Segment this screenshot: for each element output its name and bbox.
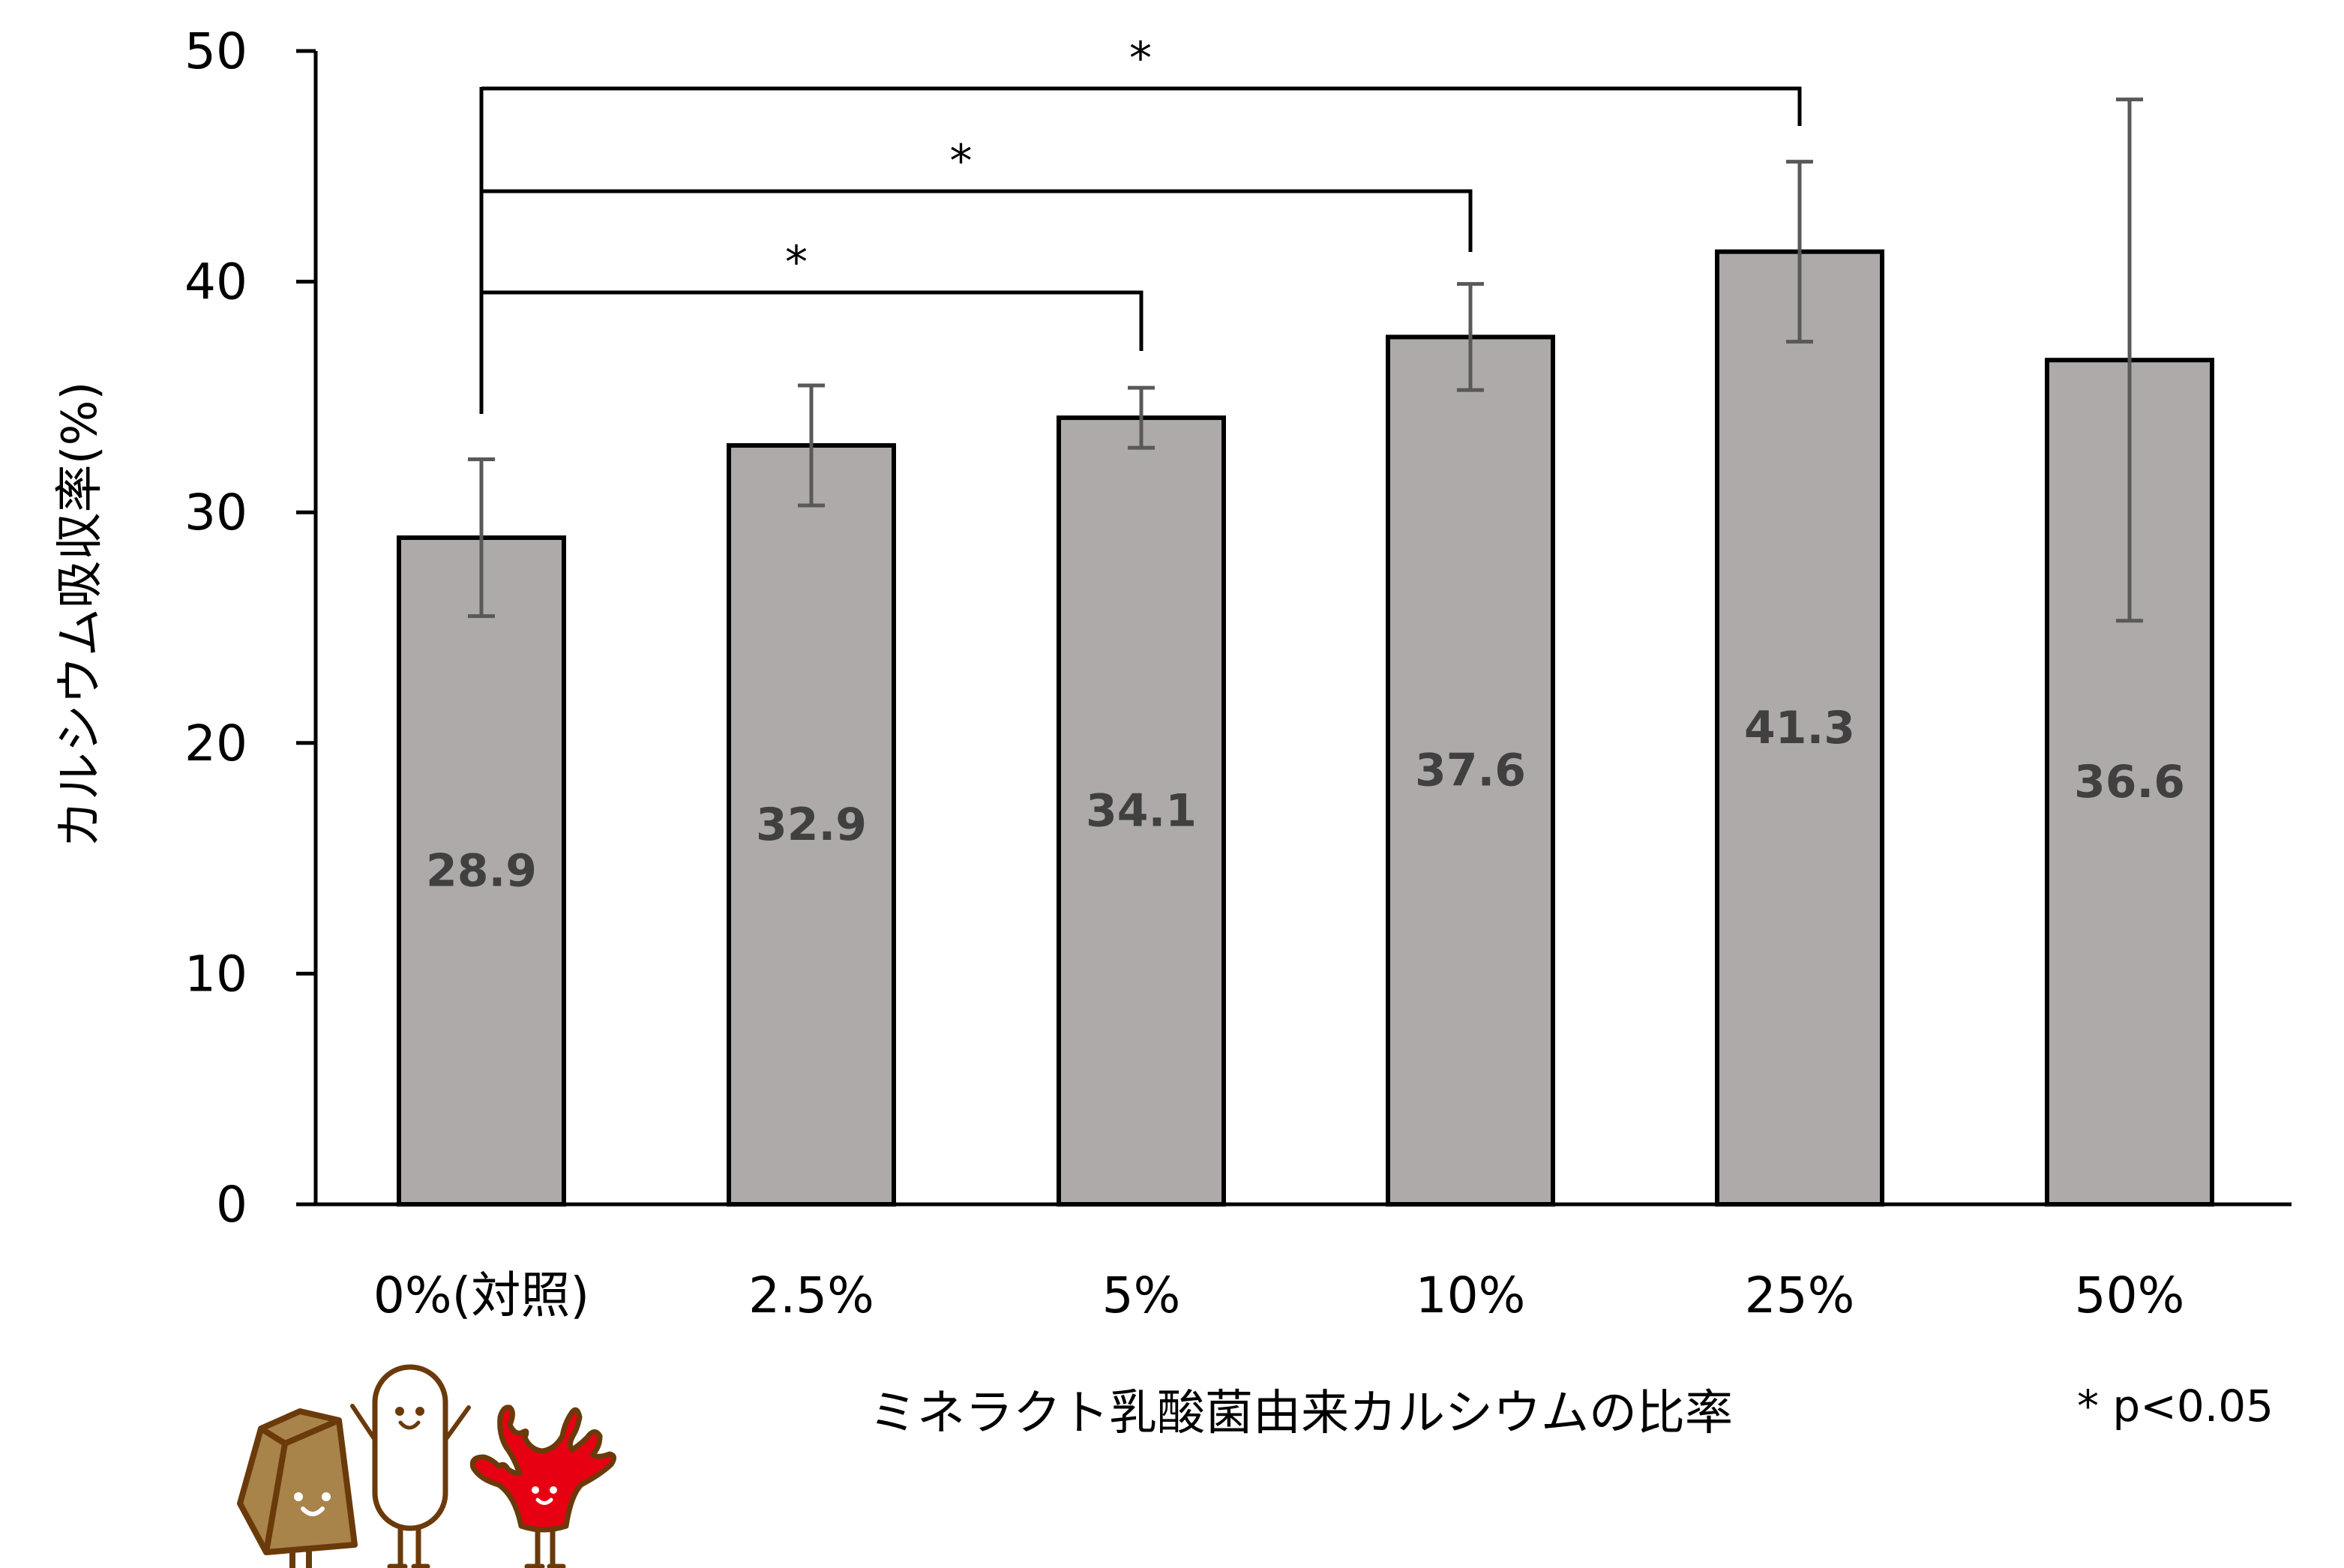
x-tick-label: 50% [2075, 1267, 2185, 1324]
significance-note: * p<0.05 [2077, 1381, 2274, 1432]
bar-value-label: 41.3 [1744, 702, 1855, 754]
y-tick-label: 0 [216, 1176, 247, 1234]
error-bars [468, 97, 2143, 623]
bar-value-labels: 28.9 32.9 34.1 37.6 41.3 36.6 [426, 702, 2185, 898]
significance-bracket [481, 290, 1144, 351]
significance-star: * [950, 135, 973, 187]
y-tick-label: 30 [184, 484, 247, 541]
bar-value-label: 32.9 [756, 799, 867, 851]
x-tick-label: 5% [1102, 1267, 1181, 1324]
bar-value-label: 28.9 [426, 845, 537, 898]
bar [1715, 249, 1884, 1207]
bars [397, 249, 2214, 1207]
bar [1057, 415, 1226, 1207]
significance-star: * [1129, 32, 1152, 85]
coral-mascot-icon [469, 1405, 616, 1568]
x-axis-tick-labels: 0%(対照) 2.5% 5% 10% 25% 50% [373, 1267, 2184, 1324]
significance-bracket [481, 86, 1802, 126]
calcium-stone-mascot-icon [237, 1408, 358, 1568]
bar-value-label: 34.1 [1086, 785, 1197, 838]
y-axis-ticks: 0 10 20 30 40 50 [184, 22, 316, 1234]
bar-value-label: 37.6 [1415, 745, 1526, 797]
lactic-bacteria-mascot-icon [350, 1364, 471, 1568]
y-axis-title: カルシウム吸収率(%) [52, 382, 108, 849]
bar-value-label: 36.6 [2074, 756, 2185, 808]
y-tick-label: 50 [184, 22, 247, 80]
x-tick-label: 10% [1416, 1267, 1526, 1324]
y-tick-label: 10 [184, 945, 247, 1003]
y-tick-label: 40 [184, 253, 247, 311]
x-tick-label: 2.5% [748, 1267, 874, 1324]
significance-brackets: * * * [479, 32, 1802, 414]
x-tick-label: 0%(対照) [373, 1267, 589, 1324]
x-axis-title: ミネラクト乳酸菌由来カルシウムの比率 [869, 1386, 1733, 1441]
significance-bracket [481, 189, 1473, 252]
x-tick-label: 25% [1745, 1267, 1855, 1324]
significance-star: * [785, 236, 808, 289]
bar [727, 442, 896, 1207]
y-tick-label: 20 [184, 715, 247, 772]
